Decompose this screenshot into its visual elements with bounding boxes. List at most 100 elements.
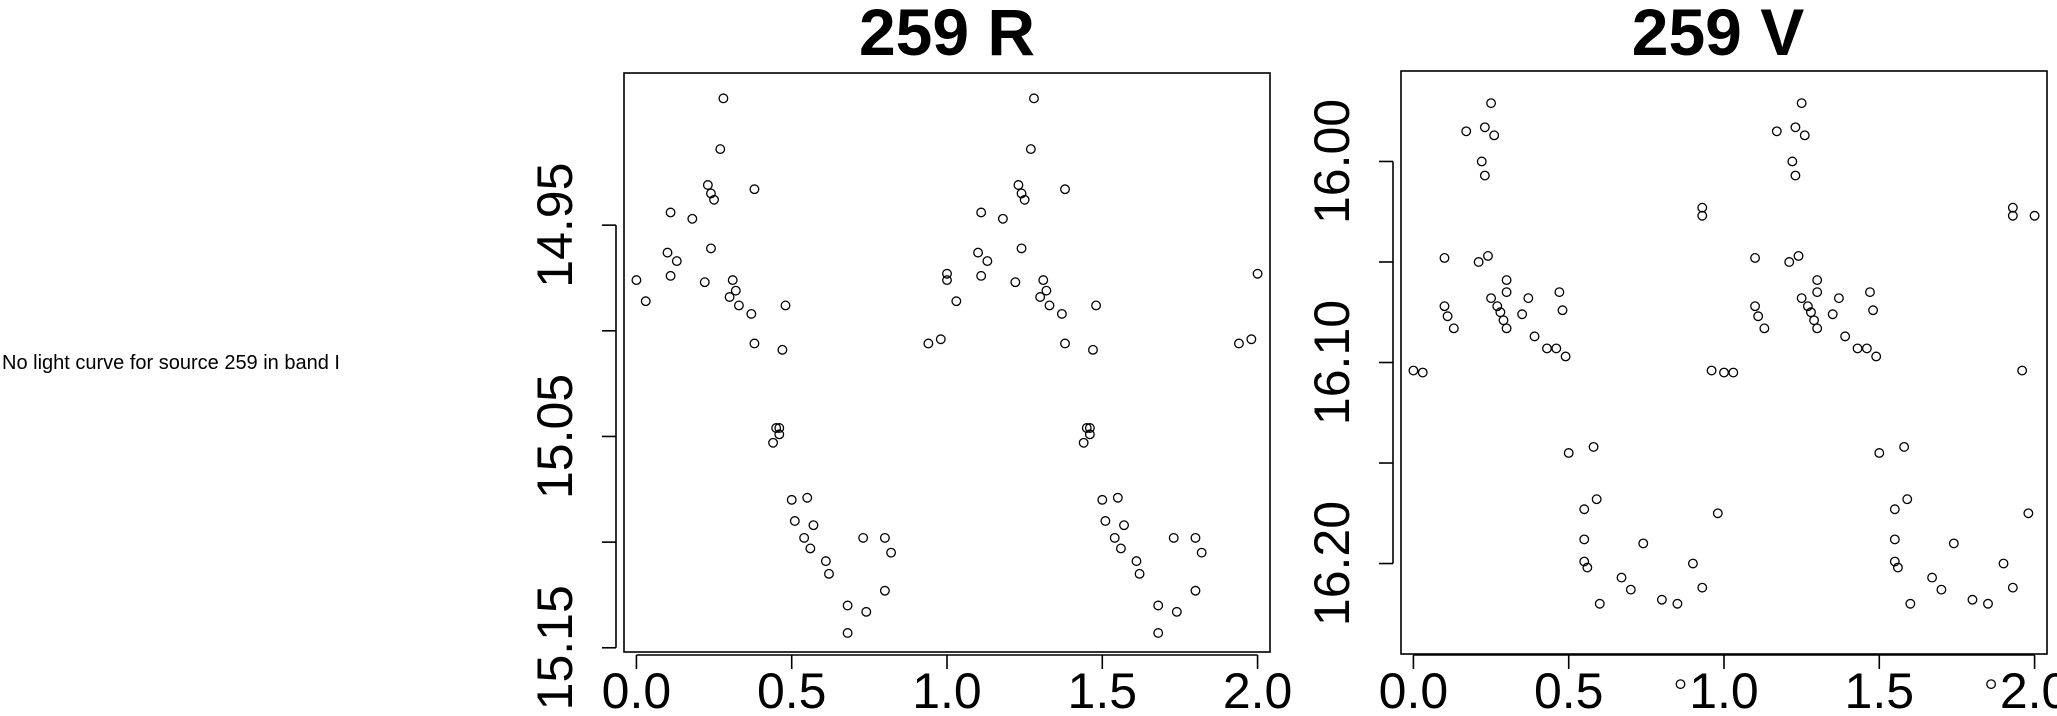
- data-point: [1799, 130, 1810, 141]
- data-point: [1868, 305, 1879, 316]
- data-point: [861, 606, 872, 617]
- data-point: [1029, 93, 1039, 104]
- data-point: [1865, 287, 1875, 298]
- data-point: [706, 243, 716, 254]
- data-point: [1802, 301, 1813, 312]
- data-point: [1100, 516, 1111, 526]
- data-point: [1719, 367, 1729, 378]
- data-point: [1790, 122, 1801, 133]
- data-point: [982, 256, 993, 267]
- data-point: [1812, 323, 1823, 334]
- data-point: [1672, 598, 1683, 609]
- data-point: [1967, 594, 1978, 605]
- data-point: [1171, 606, 1182, 617]
- data-point: [1523, 293, 1534, 304]
- data-point: [1793, 251, 1804, 261]
- y-tick-label: 16.20: [1304, 501, 1360, 626]
- plot-frame: [623, 72, 1271, 653]
- data-point: [1038, 275, 1049, 286]
- data-point: [2007, 582, 2018, 593]
- data-point: [1874, 448, 1885, 458]
- data-point: [1948, 538, 1959, 549]
- data-point: [1551, 343, 1562, 354]
- data-point: [1827, 309, 1838, 320]
- data-point: [1501, 287, 1512, 298]
- data-point: [951, 296, 962, 307]
- data-point: [805, 543, 816, 554]
- data-point: [2023, 508, 2034, 519]
- data-point: [1190, 532, 1201, 543]
- data-point: [709, 194, 720, 205]
- data-point: [1787, 156, 1798, 167]
- data-point: [1131, 556, 1142, 567]
- data-point: [1889, 504, 1900, 515]
- data-point: [1081, 423, 1092, 433]
- data-point: [1594, 598, 1605, 609]
- data-point: [1084, 423, 1095, 433]
- data-point: [715, 144, 726, 155]
- data-point: [1796, 293, 1807, 304]
- data-point: [1448, 323, 1459, 334]
- x-tick-label: 2.0: [1223, 663, 1293, 716]
- data-point: [1728, 367, 1739, 378]
- data-point: [1483, 251, 1493, 261]
- data-point: [1809, 315, 1820, 326]
- no-light-curve-message: No light curve for source 259 in band I: [2, 352, 340, 374]
- data-point: [777, 344, 788, 355]
- data-point: [1557, 305, 1568, 316]
- plot-frame: [1400, 70, 2048, 655]
- data-point: [1439, 301, 1450, 312]
- data-point: [1706, 365, 1717, 376]
- data-point: [1498, 315, 1509, 326]
- data-point: [1115, 543, 1126, 554]
- x-tick-label: 0.0: [1379, 663, 1449, 716]
- y-tick-label: 15.05: [527, 374, 583, 499]
- data-point: [1812, 287, 1823, 298]
- data-point: [1476, 156, 1487, 167]
- data-point: [1196, 547, 1207, 558]
- x-tick-label: 1.5: [1068, 663, 1138, 716]
- data-point: [973, 247, 984, 258]
- chart-title: 259 V: [1632, 0, 1804, 69]
- data-point: [702, 180, 713, 190]
- data-point: [1936, 584, 1947, 595]
- data-point: [1871, 351, 1882, 362]
- data-point: [1109, 532, 1120, 543]
- data-point: [768, 437, 779, 448]
- data-point: [820, 556, 831, 567]
- data-point: [2017, 365, 2028, 376]
- data-point: [662, 247, 673, 258]
- data-point: [706, 188, 716, 199]
- data-point: [1579, 534, 1590, 545]
- data-point: [774, 423, 785, 433]
- x-tick-label: 2.0: [2000, 663, 2057, 716]
- data-point: [858, 532, 869, 543]
- data-point: [824, 568, 834, 579]
- data-point: [1812, 275, 1823, 286]
- data-point: [1246, 334, 1257, 345]
- data-point: [2029, 210, 2040, 221]
- data-point: [1986, 679, 1997, 690]
- x-tick-label: 0.5: [757, 663, 827, 716]
- data-point: [1060, 184, 1070, 195]
- data-point: [1479, 122, 1490, 133]
- data-point: [1010, 277, 1021, 288]
- data-point: [1560, 351, 1571, 362]
- data-point: [746, 308, 757, 319]
- data-point: [1861, 343, 1872, 354]
- data-point: [1998, 558, 2009, 569]
- data-point: [976, 207, 987, 218]
- data-point: [1489, 130, 1500, 141]
- data-point: [1016, 243, 1027, 254]
- data-point: [1542, 343, 1552, 354]
- data-point: [842, 628, 853, 638]
- data-point: [1750, 253, 1761, 263]
- data-point: [942, 268, 952, 279]
- data-point: [1233, 338, 1244, 349]
- y-tick-label: 15.15: [527, 585, 583, 710]
- data-point: [1035, 292, 1046, 302]
- data-point: [1168, 532, 1179, 543]
- x-tick-label: 1.0: [912, 663, 982, 716]
- data-point: [1927, 572, 1938, 583]
- data-point: [749, 338, 760, 349]
